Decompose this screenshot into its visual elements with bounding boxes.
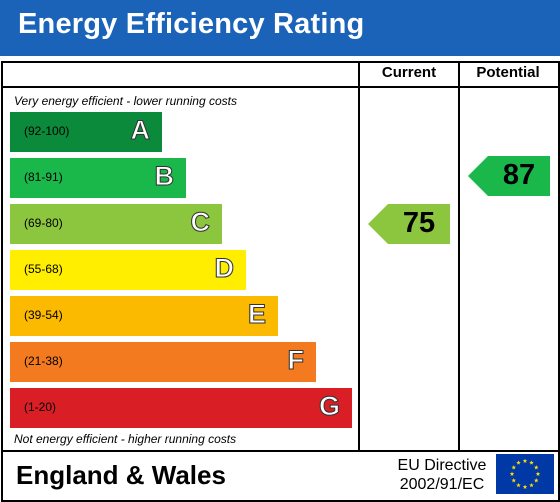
current-rating-arrow: 75 <box>368 204 450 244</box>
eu-star <box>516 482 521 488</box>
band-range: (39-54) <box>24 308 63 322</box>
eu-star <box>511 478 517 483</box>
eu-directive: EU Directive 2002/91/EC <box>392 456 492 494</box>
eu-star <box>522 484 528 489</box>
band-range: (81-91) <box>24 170 63 184</box>
band-f: (21-38) F <box>10 342 316 382</box>
column-header-current: Current <box>381 64 437 81</box>
band-d: (55-68) D <box>10 250 246 290</box>
band-range: (92-100) <box>24 124 70 138</box>
header-bar: Energy Efficiency Rating <box>0 0 560 56</box>
eu-star <box>509 471 515 476</box>
note-efficient: Very energy efficient - lower running co… <box>14 94 237 108</box>
eu-star <box>535 471 541 476</box>
eu-star <box>516 460 521 465</box>
band-letter: B <box>154 161 174 192</box>
potential-rating-value: 87 <box>502 159 536 191</box>
region-label: England & Wales <box>16 460 226 490</box>
page-title: Energy Efficiency Rating <box>18 8 365 40</box>
band-g: (1-20) G <box>10 388 352 428</box>
header-row-divider <box>1 86 558 88</box>
column-divider-potential <box>458 61 460 450</box>
band-a: (92-100) A <box>10 112 162 152</box>
band-range: (1-20) <box>24 400 57 414</box>
band-letter: D <box>214 253 234 284</box>
band-c: (69-80) C <box>10 204 222 244</box>
eu-star <box>522 458 528 463</box>
column-header-potential: Potential <box>476 64 540 81</box>
eu-star <box>511 465 517 470</box>
eu-flag-icon <box>496 454 554 494</box>
band-range: (55-68) <box>24 262 63 276</box>
eu-star <box>533 465 539 470</box>
eu-star <box>533 478 539 483</box>
potential-rating-arrow: 87 <box>468 156 550 196</box>
note-inefficient: Not energy efficient - higher running co… <box>14 432 237 446</box>
band-letter: G <box>318 391 340 422</box>
band-letter: F <box>287 345 304 376</box>
column-divider-current <box>358 61 360 450</box>
band-e: (39-54) E <box>10 296 278 336</box>
band-letter: A <box>130 115 150 146</box>
band-range: (69-80) <box>24 216 63 230</box>
band-letter: C <box>190 207 210 238</box>
band-range: (21-38) <box>24 354 63 368</box>
eu-star <box>529 460 534 465</box>
footer-row-divider <box>1 450 558 452</box>
band-b: (81-91) B <box>10 158 186 198</box>
eu-directive-line1: EU Directive <box>397 457 487 474</box>
band-letter: E <box>247 299 266 330</box>
current-rating-value: 75 <box>402 207 436 239</box>
eu-star <box>529 482 534 488</box>
eu-directive-line2: 2002/91/EC <box>399 476 485 493</box>
